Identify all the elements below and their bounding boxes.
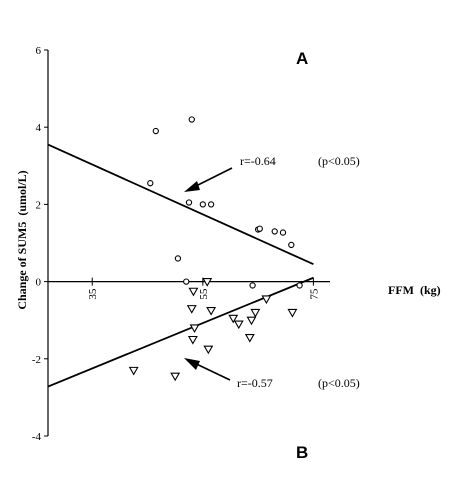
data-point-triangle bbox=[188, 287, 199, 297]
data-point-triangle bbox=[206, 306, 217, 316]
data-point-circle bbox=[288, 241, 295, 249]
data-point-triangle bbox=[189, 324, 200, 334]
data-point-triangle bbox=[128, 366, 139, 376]
y-axis-title: Change of SUM5 (umol/L) bbox=[15, 170, 29, 309]
annotation-p-a: (p<0.05) bbox=[318, 154, 360, 168]
data-point-circle bbox=[147, 180, 154, 187]
data-point-circle bbox=[199, 201, 206, 208]
data-point-triangle bbox=[261, 295, 272, 305]
data-point-triangle bbox=[187, 335, 198, 345]
data-point-circle bbox=[174, 255, 182, 262]
annotation-r-a: r=-0.64 bbox=[240, 154, 276, 168]
y-tick-label: -2 bbox=[32, 354, 41, 366]
annotation-r-b: r=-0.57 bbox=[237, 376, 273, 390]
panel-label-b: B bbox=[296, 443, 308, 462]
data-point-triangle bbox=[287, 308, 298, 318]
data-point-circle bbox=[256, 225, 263, 232]
y-tick-label: 0 bbox=[36, 277, 42, 289]
y-tick-label: 6 bbox=[36, 45, 42, 57]
data-point-triangle bbox=[250, 308, 261, 318]
regression-line-a bbox=[47, 143, 314, 266]
x-tick-label: 55 bbox=[198, 288, 210, 300]
regression-lines bbox=[47, 143, 314, 388]
data-point-circle bbox=[185, 199, 193, 206]
arrow-head-b bbox=[184, 358, 200, 370]
data-point-circle bbox=[296, 282, 303, 289]
data-point-circle bbox=[207, 201, 215, 208]
data-point-circle bbox=[183, 278, 190, 285]
y-tick-label: 4 bbox=[36, 122, 42, 134]
data-point-circle bbox=[152, 127, 159, 135]
annotation-p-b: (p<0.05) bbox=[318, 376, 360, 390]
data-point-triangle bbox=[244, 334, 255, 343]
data-point-triangle bbox=[228, 314, 239, 324]
y-tick-label: 2 bbox=[36, 199, 42, 211]
data-point-triangle bbox=[203, 345, 214, 355]
panel-label-a: A bbox=[296, 49, 308, 68]
data-point-triangle bbox=[233, 320, 244, 330]
data-point-triangle bbox=[186, 305, 197, 314]
x-tick-label: 35 bbox=[87, 288, 99, 300]
data-point-triangle bbox=[202, 278, 213, 287]
data-point-triangle bbox=[246, 316, 257, 326]
data-point-circle bbox=[188, 116, 195, 123]
annotation-arrows bbox=[184, 167, 233, 381]
y-tick-label: -4 bbox=[32, 431, 42, 443]
data-point-circle bbox=[271, 228, 278, 235]
arrow-head-a bbox=[184, 181, 200, 192]
axes: 6 4 2 0 -2 -4 35 55 75 bbox=[32, 45, 330, 443]
data-point-circle bbox=[249, 282, 256, 289]
data-points bbox=[128, 116, 303, 382]
x-tick-label: 75 bbox=[308, 288, 320, 300]
data-point-circle bbox=[279, 229, 287, 236]
x-axis-title: FFM (kg) bbox=[388, 283, 441, 297]
data-point-triangle bbox=[170, 372, 181, 382]
labels: A B FFM (kg) Change of SUM5 (umol/L) r=-… bbox=[15, 49, 441, 462]
